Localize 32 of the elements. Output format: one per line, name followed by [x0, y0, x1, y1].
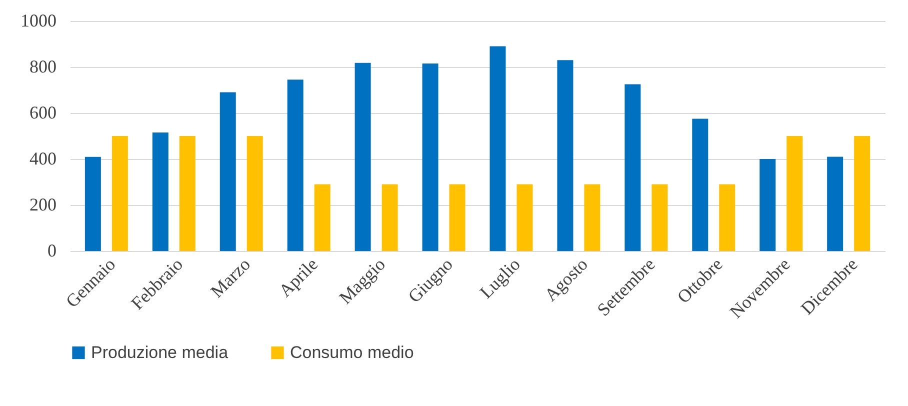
y-tick-label: 800 [30, 56, 56, 76]
bar [692, 118, 708, 251]
bar [152, 132, 168, 251]
y-tick-label: 200 [30, 194, 56, 214]
bar [112, 136, 128, 251]
legend-label: Consumo medio [290, 342, 414, 362]
bar [220, 92, 236, 251]
bar [422, 64, 438, 251]
bar [354, 62, 371, 251]
bar [827, 156, 844, 251]
bar [516, 184, 533, 251]
legend-label: Produzione media [91, 342, 229, 362]
bar [314, 184, 330, 251]
bar [624, 84, 641, 251]
bar [584, 184, 600, 251]
bar [84, 156, 101, 251]
bar [760, 159, 776, 251]
bar [652, 184, 668, 251]
bar [557, 60, 574, 251]
bar [719, 184, 736, 251]
y-tick-label: 0 [48, 240, 56, 260]
bar [490, 46, 506, 251]
bar [854, 136, 870, 251]
bar [382, 184, 398, 251]
bar [287, 80, 304, 251]
bar [449, 184, 466, 251]
bar [246, 136, 263, 251]
y-tick-label: 400 [30, 148, 56, 168]
bar [179, 136, 196, 251]
bar [786, 136, 803, 251]
y-tick-label: 600 [30, 102, 56, 122]
y-tick-label: 1000 [20, 10, 56, 30]
